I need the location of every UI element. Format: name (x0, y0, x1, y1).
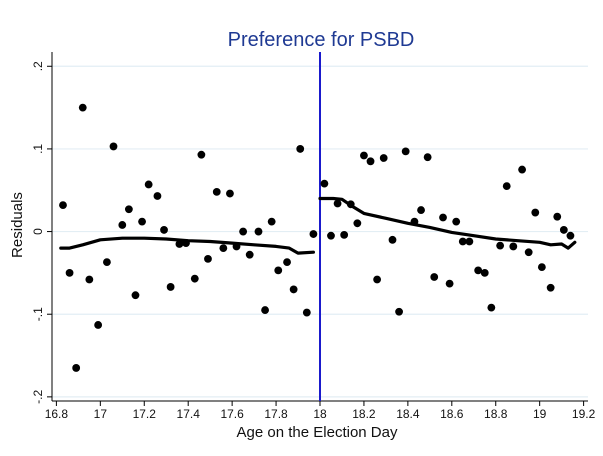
x-tick-label: 18.8 (484, 407, 508, 421)
y-axis-ticks: -.2 -.1 0 .1 .2 (31, 61, 52, 404)
data-point (204, 254, 212, 263)
data-point (144, 180, 153, 189)
data-point (232, 242, 241, 251)
x-tick-label: 17.6 (220, 407, 244, 421)
data-point (340, 230, 349, 239)
data-point (333, 199, 342, 208)
data-point (124, 205, 133, 214)
data-point (320, 179, 329, 188)
data-point (439, 213, 447, 222)
data-point (153, 192, 162, 200)
y-axis-label: Residuals (9, 192, 26, 258)
data-point (289, 285, 298, 294)
data-point (267, 217, 276, 226)
x-tick-label: 18.2 (352, 407, 376, 421)
data-point (518, 165, 526, 174)
x-tick-label: 18.6 (440, 407, 464, 421)
data-point (138, 217, 146, 226)
x-tick-label: 18 (313, 407, 327, 421)
data-point (78, 103, 87, 112)
data-point (160, 226, 168, 234)
data-point (182, 239, 190, 248)
x-axis-ticks: 16.8 17 17.2 17.4 17.6 17.8 18 18.2 18.4 18.6 18.8… (45, 401, 596, 421)
data-point (274, 266, 283, 275)
data-point (239, 227, 248, 236)
x-tick-label: 17.4 (177, 407, 201, 421)
y-tick-label: 0 (31, 228, 45, 235)
data-point (559, 226, 568, 234)
x-tick-label: 19 (533, 407, 547, 421)
data-point (480, 268, 489, 277)
data-point (395, 307, 403, 316)
data-point (190, 274, 199, 283)
y-tick-label: -.1 (31, 307, 45, 321)
data-point (309, 230, 318, 238)
data-point (366, 157, 375, 166)
data-point (131, 291, 140, 300)
data-point (283, 258, 291, 267)
data-point (245, 250, 254, 259)
data-point (109, 142, 118, 151)
data-point (417, 206, 425, 214)
y-tick-label: .2 (31, 61, 45, 71)
scatter-points (59, 103, 575, 372)
chart-title: Preference for PSBD (228, 29, 415, 51)
x-tick-label: 19.2 (572, 407, 596, 421)
data-point (327, 231, 335, 240)
x-tick-label: 17 (94, 407, 108, 421)
data-point (410, 217, 419, 226)
data-point (502, 182, 511, 191)
data-point (360, 151, 368, 160)
data-point (373, 275, 382, 284)
data-point (212, 187, 221, 196)
data-point (226, 189, 234, 198)
data-point (401, 147, 410, 156)
data-point (346, 200, 355, 209)
data-point (537, 263, 546, 272)
data-point (458, 237, 467, 246)
x-tick-label: 17.2 (133, 407, 157, 421)
data-point (474, 266, 483, 275)
x-axis-label: Age on the Election Day (237, 424, 398, 441)
data-point (566, 231, 575, 240)
data-point (296, 145, 305, 153)
data-point (353, 219, 362, 228)
data-point (465, 237, 474, 246)
data-point (166, 283, 175, 291)
data-point (445, 279, 454, 288)
x-tick-label: 16.8 (45, 407, 69, 421)
data-point (103, 258, 111, 267)
x-tick-label: 17.8 (264, 407, 288, 421)
data-point (524, 248, 533, 257)
data-point (379, 154, 388, 162)
y-tick-label: .1 (31, 144, 45, 154)
data-point (553, 212, 562, 221)
data-point (219, 244, 228, 252)
data-point (430, 273, 439, 281)
data-point (175, 240, 184, 248)
data-point (546, 283, 555, 292)
data-point (302, 308, 311, 317)
data-point (197, 150, 206, 159)
y-tick-label: -.2 (31, 390, 45, 404)
data-point (487, 303, 496, 312)
data-point (85, 275, 94, 284)
data-point (452, 217, 461, 226)
data-point (423, 153, 432, 162)
data-point (59, 201, 67, 210)
data-point (496, 241, 505, 250)
x-tick-label: 18.4 (396, 407, 420, 421)
data-point (254, 227, 263, 236)
data-point (94, 321, 103, 329)
data-point (509, 242, 518, 251)
data-point (65, 268, 74, 277)
data-point (72, 364, 81, 372)
data-point (531, 208, 540, 217)
data-point (388, 235, 397, 244)
data-point (261, 306, 269, 314)
data-point (118, 221, 127, 229)
